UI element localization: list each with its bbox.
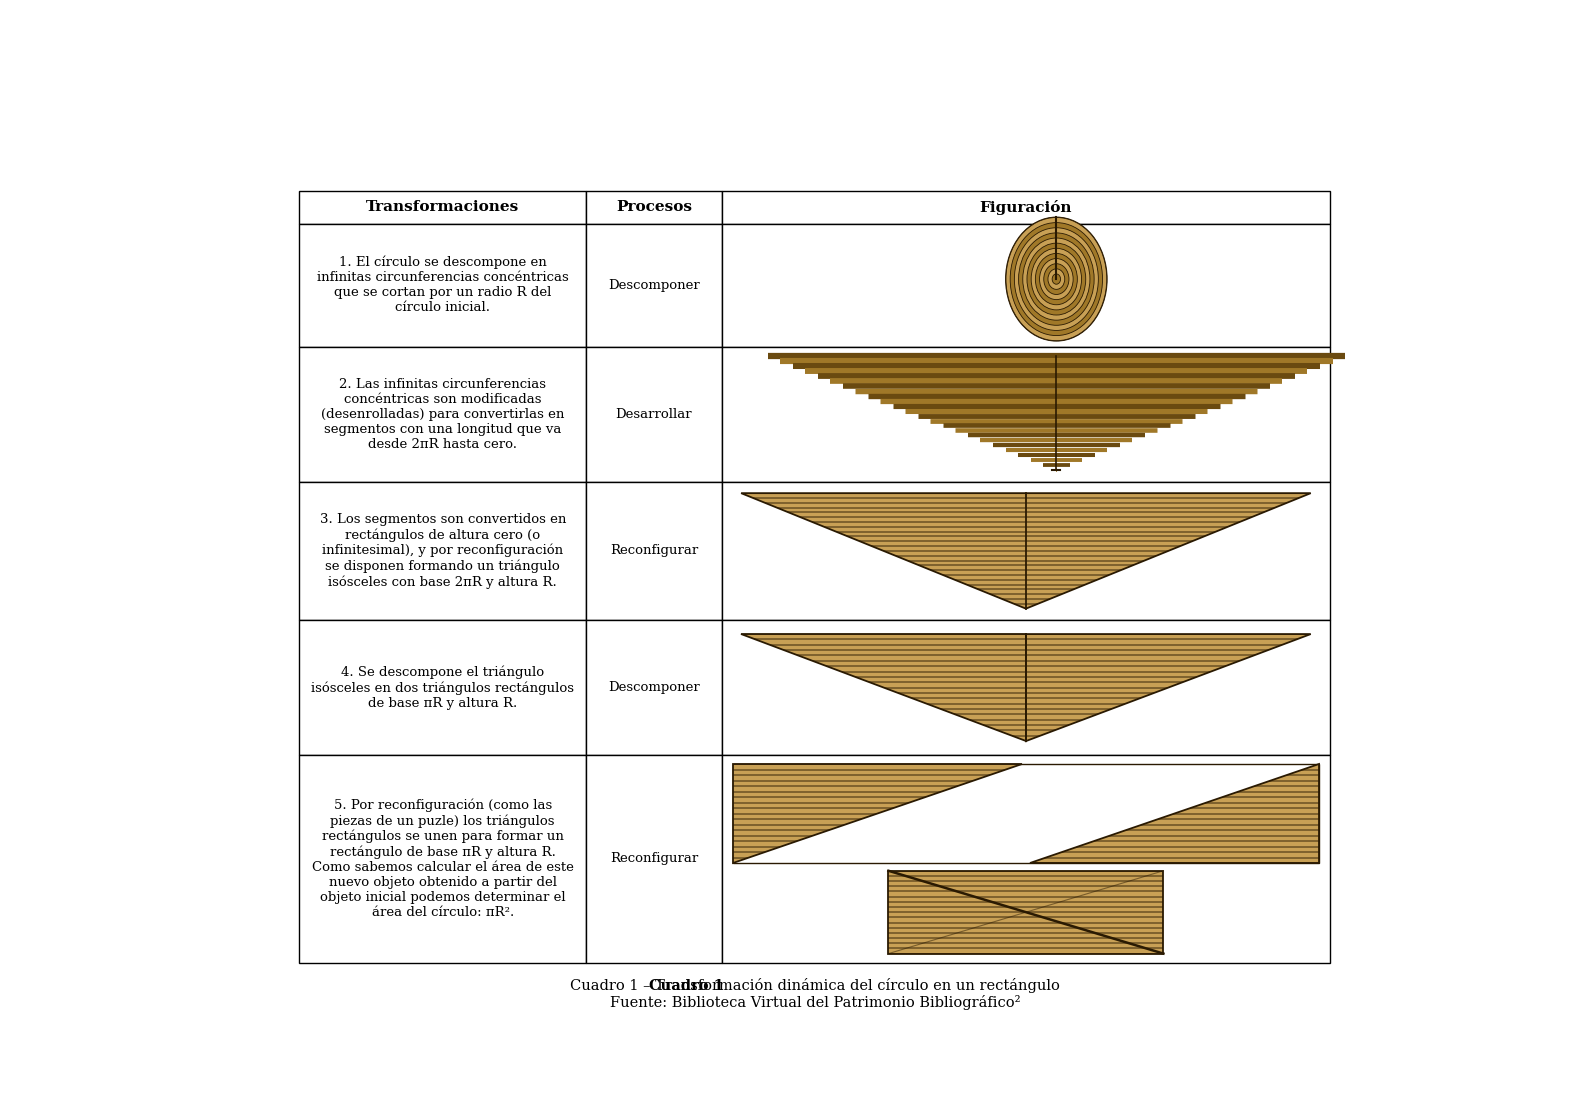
Polygon shape bbox=[740, 493, 1311, 609]
Bar bbox=[721, 482, 1330, 620]
Text: Figuración: Figuración bbox=[980, 200, 1073, 215]
Text: Descomponer: Descomponer bbox=[609, 278, 699, 292]
Bar bbox=[586, 482, 721, 620]
Bar bbox=[299, 224, 586, 347]
Text: Reconfigurar: Reconfigurar bbox=[610, 544, 698, 558]
Text: Transformaciones: Transformaciones bbox=[365, 200, 520, 215]
Ellipse shape bbox=[1036, 254, 1077, 305]
Bar bbox=[721, 620, 1330, 755]
Ellipse shape bbox=[1023, 238, 1090, 321]
Bar bbox=[299, 755, 586, 963]
Bar bbox=[721, 755, 1330, 963]
Polygon shape bbox=[1026, 634, 1311, 741]
Bar bbox=[586, 755, 721, 963]
Ellipse shape bbox=[1026, 243, 1085, 315]
Text: Descomponer: Descomponer bbox=[609, 681, 699, 695]
Bar bbox=[299, 191, 586, 224]
Ellipse shape bbox=[1011, 223, 1103, 335]
Text: Cuadro 1 – Transformación dinámica del círculo en un rectángulo: Cuadro 1 – Transformación dinámica del c… bbox=[570, 978, 1060, 994]
Bar bbox=[299, 482, 586, 620]
Text: 1. El círculo se descompone en
infinitas circunferencias concéntricas
que se cor: 1. El círculo se descompone en infinitas… bbox=[316, 256, 569, 315]
Polygon shape bbox=[734, 765, 1022, 863]
Ellipse shape bbox=[1006, 217, 1106, 341]
Text: Procesos: Procesos bbox=[617, 200, 691, 215]
Text: 5. Por reconfiguración (como las
piezas de un puzle) los triángulos
rectángulos : 5. Por reconfiguración (como las piezas … bbox=[311, 799, 574, 919]
Text: 2. Las infinitas circunferencias
concéntricas son modificadas
(desenrolladas) pa: 2. Las infinitas circunferencias concént… bbox=[321, 377, 564, 451]
Text: Fuente: Biblioteca Virtual del Patrimonio Bibliográfico²: Fuente: Biblioteca Virtual del Patrimoni… bbox=[610, 995, 1020, 1011]
Ellipse shape bbox=[1039, 258, 1073, 299]
Text: Cuadro 1: Cuadro 1 bbox=[650, 979, 725, 993]
Text: Desarrollar: Desarrollar bbox=[615, 407, 693, 421]
Bar bbox=[734, 765, 1319, 863]
Ellipse shape bbox=[1031, 248, 1082, 309]
Bar bbox=[721, 347, 1330, 482]
Text: 3. Los segmentos son convertidos en
rectángulos de altura cero (o
infinitesimal): 3. Los segmentos son convertidos en rect… bbox=[319, 513, 566, 589]
Ellipse shape bbox=[1052, 274, 1060, 284]
Ellipse shape bbox=[1049, 269, 1065, 289]
Ellipse shape bbox=[1014, 228, 1098, 331]
Bar bbox=[721, 224, 1330, 347]
Bar bbox=[586, 224, 721, 347]
Bar bbox=[299, 620, 586, 755]
Polygon shape bbox=[888, 870, 1163, 954]
Bar bbox=[586, 620, 721, 755]
Bar bbox=[586, 347, 721, 482]
Text: Reconfigurar: Reconfigurar bbox=[610, 853, 698, 866]
Bar bbox=[721, 191, 1330, 224]
Polygon shape bbox=[740, 634, 1026, 741]
Ellipse shape bbox=[1006, 217, 1106, 341]
Polygon shape bbox=[1030, 765, 1319, 863]
Bar bbox=[299, 347, 586, 482]
Text: 4. Se descompone el triángulo
isósceles en dos triángulos rectángulos
de base πR: 4. Se descompone el triángulo isósceles … bbox=[311, 666, 574, 710]
Ellipse shape bbox=[1019, 233, 1095, 325]
Bar bbox=[586, 191, 721, 224]
Ellipse shape bbox=[1044, 264, 1069, 295]
